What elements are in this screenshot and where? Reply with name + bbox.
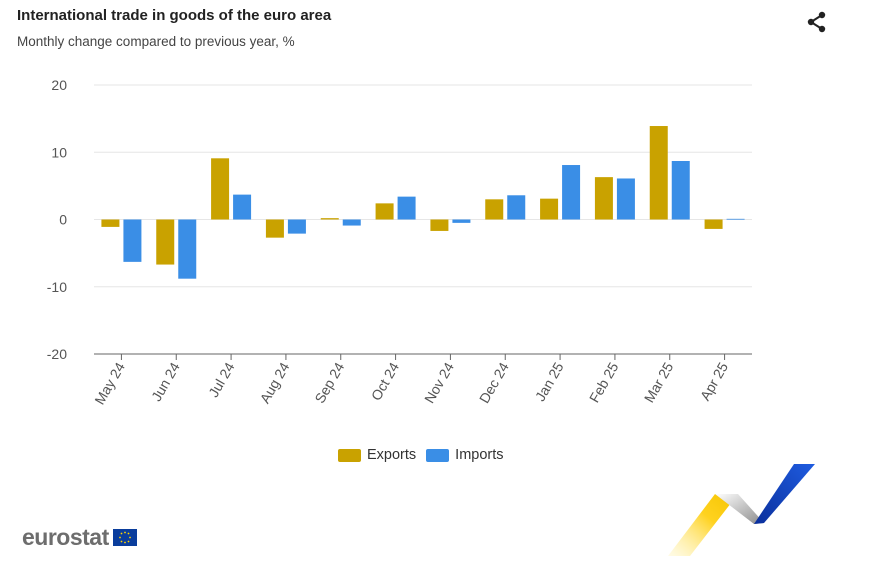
gridlines xyxy=(94,84,752,355)
x-axis-ticks: May 24 Jun 24 Jul 24 Aug 24 Sep 24 Oct 24 Nov … xyxy=(91,354,731,407)
chart-subtitle: Monthly change compared to previous year… xyxy=(17,34,295,49)
y-tick-label: 10 xyxy=(51,144,67,160)
legend: Exports Imports xyxy=(338,447,504,463)
y-axis-ticks: 20 10 0 -10 -20 xyxy=(47,77,67,362)
bar-exports-oct-24[interactable] xyxy=(375,203,394,220)
y-tick-label: -20 xyxy=(47,346,67,362)
x-tick-label: May 24 xyxy=(91,359,128,407)
bar-exports-mar-25[interactable] xyxy=(649,126,668,220)
bar-exports-feb-25[interactable] xyxy=(594,177,613,220)
bar-exports-nov-24[interactable] xyxy=(430,219,449,231)
x-tick-label: Nov 24 xyxy=(421,359,457,406)
legend-swatch-exports xyxy=(338,448,361,462)
bar-chart: 20 10 0 -10 -20 May 24 Jun 24 Jul 24 Aug 24 Sep … xyxy=(47,77,752,407)
bar-exports-jul-24[interactable] xyxy=(211,158,230,220)
bar-exports-jan-25[interactable] xyxy=(540,198,559,220)
bar-imports-oct-24[interactable] xyxy=(397,196,416,220)
bar-imports-jul-24[interactable] xyxy=(233,194,252,220)
y-tick-label: 20 xyxy=(51,77,67,93)
x-tick-label: Jan 25 xyxy=(532,359,567,404)
x-tick-label: Aug 24 xyxy=(256,359,292,406)
bar-imports-mar-25[interactable] xyxy=(671,160,690,220)
bars xyxy=(101,126,745,279)
legend-item-exports[interactable]: Exports xyxy=(338,447,416,463)
x-tick-label: Oct 24 xyxy=(368,359,403,403)
y-tick-label: 0 xyxy=(59,212,67,228)
legend-label-exports: Exports xyxy=(367,447,417,463)
bar-imports-aug-24[interactable] xyxy=(287,219,306,234)
decorative-ribbon xyxy=(668,464,815,556)
share-icon[interactable] xyxy=(805,10,829,34)
bar-imports-jun-24[interactable] xyxy=(178,219,197,279)
bar-imports-jan-25[interactable] xyxy=(562,165,581,220)
bar-imports-feb-25[interactable] xyxy=(616,178,635,220)
bar-exports-jun-24[interactable] xyxy=(156,219,175,265)
x-tick-label: Apr 25 xyxy=(697,359,732,403)
bar-imports-apr-25[interactable] xyxy=(726,218,745,220)
x-tick-label: Sep 24 xyxy=(311,359,347,406)
x-tick-label: Dec 24 xyxy=(476,359,512,406)
x-tick-label: Feb 25 xyxy=(586,359,622,405)
chart-title: International trade in goods of the euro… xyxy=(17,7,332,24)
eu-flag-icon xyxy=(112,529,137,546)
bar-exports-may-24[interactable] xyxy=(101,219,120,227)
x-tick-label: Mar 25 xyxy=(641,359,677,405)
legend-swatch-imports xyxy=(426,448,450,462)
eurostat-logo[interactable]: eurostat xyxy=(22,524,137,551)
bar-imports-may-24[interactable] xyxy=(123,219,142,262)
y-tick-label: -10 xyxy=(47,279,67,295)
bar-imports-sep-24[interactable] xyxy=(342,219,361,226)
bar-exports-aug-24[interactable] xyxy=(265,219,284,238)
bar-imports-nov-24[interactable] xyxy=(452,219,471,223)
bar-exports-sep-24[interactable] xyxy=(320,218,339,220)
bar-imports-dec-24[interactable] xyxy=(507,195,526,220)
x-tick-label: Jun 24 xyxy=(148,359,183,404)
bar-exports-apr-25[interactable] xyxy=(704,219,723,229)
logo-text: eurostat xyxy=(22,524,109,550)
legend-item-imports[interactable]: Imports xyxy=(426,447,504,463)
legend-label-imports: Imports xyxy=(455,447,504,463)
x-tick-label: Jul 24 xyxy=(205,359,238,400)
bar-exports-dec-24[interactable] xyxy=(485,199,504,220)
